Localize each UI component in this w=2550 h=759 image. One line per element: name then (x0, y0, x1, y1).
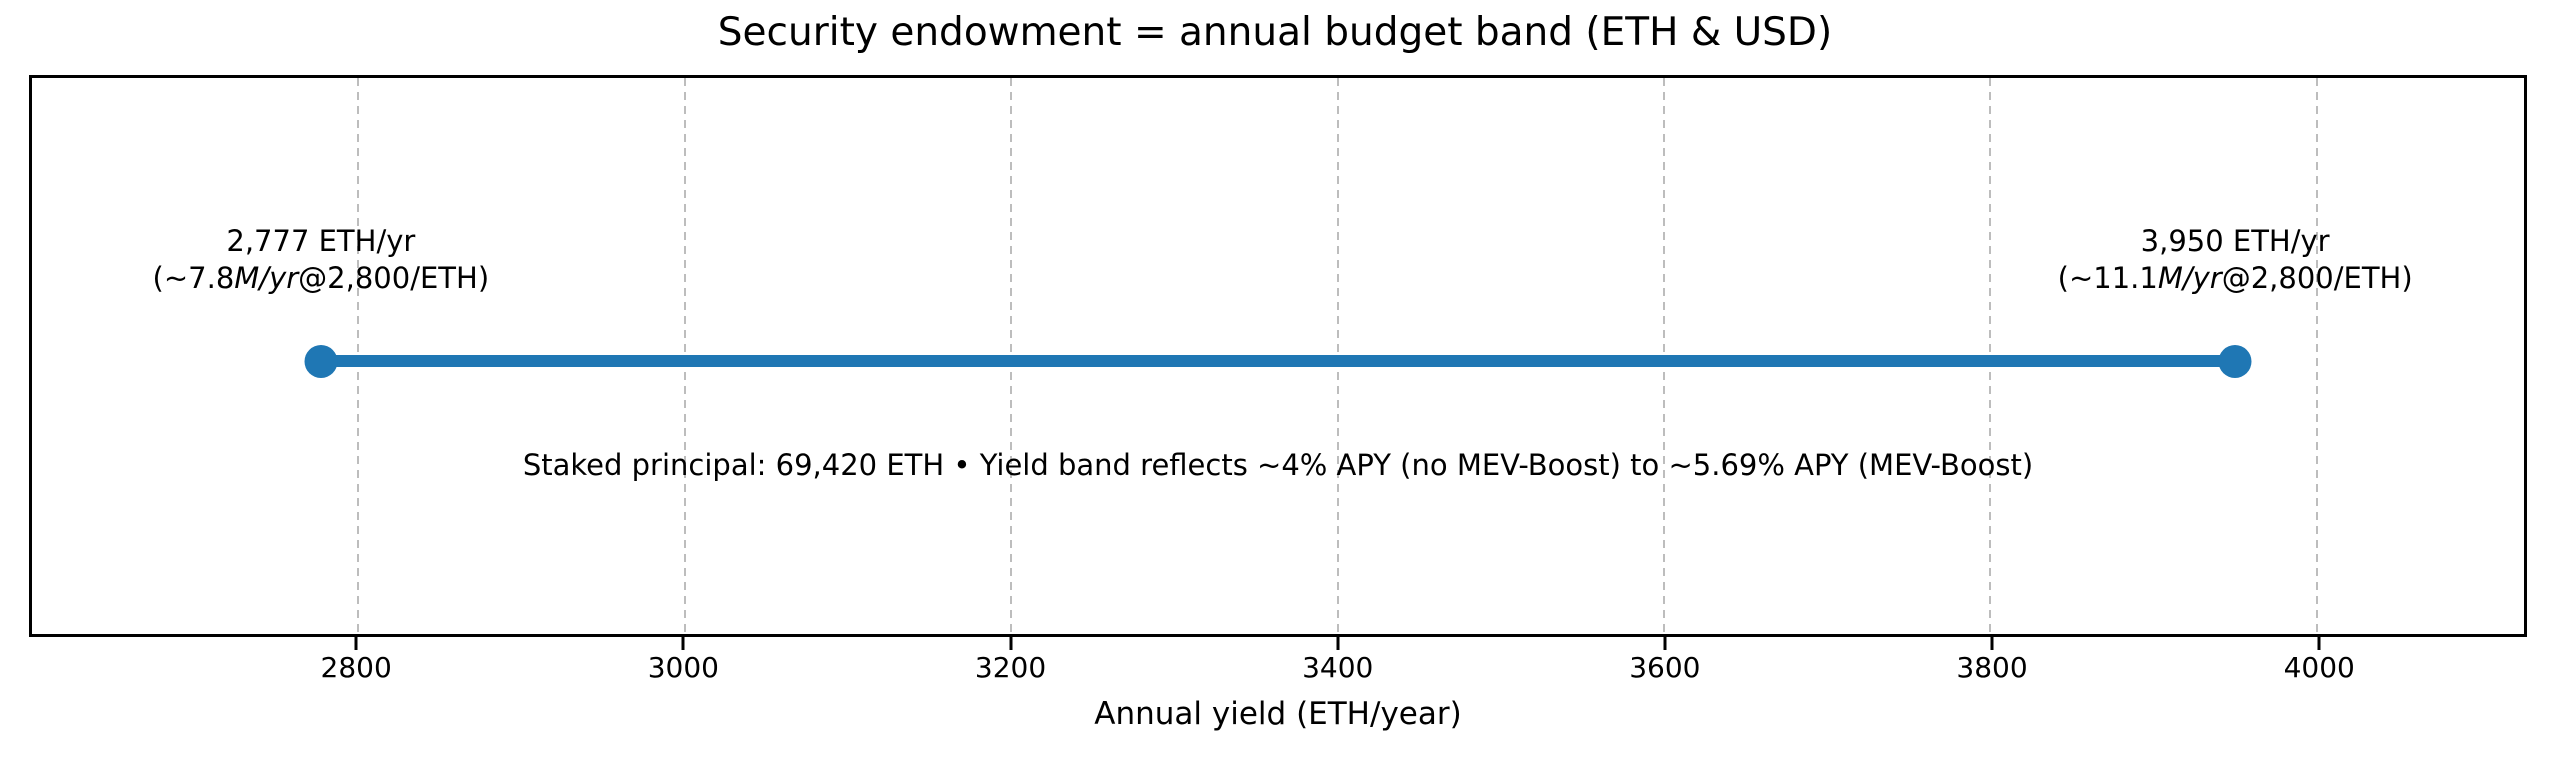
band-high-marker (2218, 344, 2252, 378)
plot-area: 2,777 ETH/yr (~7.8M/yr@2,800/ETH) 3,950 … (29, 75, 2527, 637)
gridline-x-4000 (2315, 78, 2318, 634)
x-tick-mark-4000 (2317, 637, 2321, 650)
staked-principal-annotation: Staked principal: 69,420 ETH • Yield ban… (522, 448, 2034, 482)
band-high-label-usd: (~11.1M/yr@2,800/ETH) (2057, 261, 2413, 295)
band-line (320, 355, 2236, 367)
x-tick-label-2800: 2800 (320, 651, 392, 684)
band-high-label-value: 3,950 ETH/yr (2140, 224, 2330, 258)
band-high-label: 3,950 ETH/yr (~11.1M/yr@2,800/ETH) (2058, 223, 2413, 297)
band-low-label: 2,777 ETH/yr (~7.8M/yr@2,800/ETH) (153, 223, 490, 297)
x-tick-label-4000: 4000 (2283, 651, 2355, 684)
x-axis-label: Annual yield (ETH/year) (1094, 696, 1462, 732)
x-tick-mark-2800 (354, 637, 358, 650)
band-low-marker (304, 344, 338, 378)
x-tick-mark-3200 (1009, 637, 1013, 650)
x-tick-label-3600: 3600 (1629, 651, 1701, 684)
x-axis: 2800 3000 3200 3400 3600 3800 4000 (29, 637, 2527, 697)
x-tick-mark-3400 (1336, 637, 1340, 650)
band-low-label-value: 2,777 ETH/yr (226, 224, 416, 258)
x-tick-mark-3800 (1990, 637, 1994, 650)
band-low-label-usd: (~7.8M/yr@2,800/ETH) (152, 261, 490, 295)
x-tick-label-3000: 3000 (647, 651, 719, 684)
x-tick-mark-3600 (1663, 637, 1667, 650)
x-tick-label-3800: 3800 (1956, 651, 2028, 684)
x-tick-label-3400: 3400 (1302, 651, 1374, 684)
x-tick-mark-3000 (681, 637, 685, 650)
chart-title: Security endowment = annual budget band … (717, 10, 1833, 55)
x-tick-label-3200: 3200 (974, 651, 1047, 684)
